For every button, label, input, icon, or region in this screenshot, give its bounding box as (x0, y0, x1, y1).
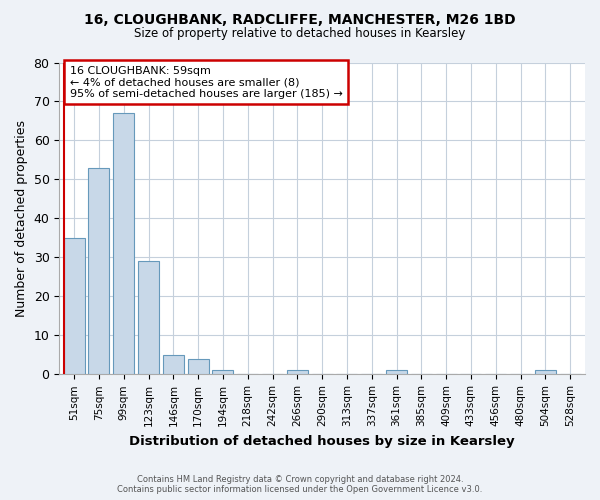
X-axis label: Distribution of detached houses by size in Kearsley: Distribution of detached houses by size … (130, 434, 515, 448)
Bar (212, 370, 233, 374)
Text: Size of property relative to detached houses in Kearsley: Size of property relative to detached ho… (134, 28, 466, 40)
Bar (163, 355, 184, 374)
Text: 16 CLOUGHBANK: 59sqm
← 4% of detached houses are smaller (8)
95% of semi-detache: 16 CLOUGHBANK: 59sqm ← 4% of detached ho… (70, 66, 343, 99)
Text: Contains HM Land Registry data © Crown copyright and database right 2024.
Contai: Contains HM Land Registry data © Crown c… (118, 474, 482, 494)
Bar (535, 370, 556, 374)
Bar (88, 168, 109, 374)
Bar (287, 370, 308, 374)
Text: 16, CLOUGHBANK, RADCLIFFE, MANCHESTER, M26 1BD: 16, CLOUGHBANK, RADCLIFFE, MANCHESTER, M… (84, 12, 516, 26)
Bar (64, 238, 85, 374)
Bar (138, 262, 159, 374)
Y-axis label: Number of detached properties: Number of detached properties (15, 120, 28, 317)
Bar (386, 370, 407, 374)
Bar (113, 113, 134, 374)
Bar (188, 358, 209, 374)
